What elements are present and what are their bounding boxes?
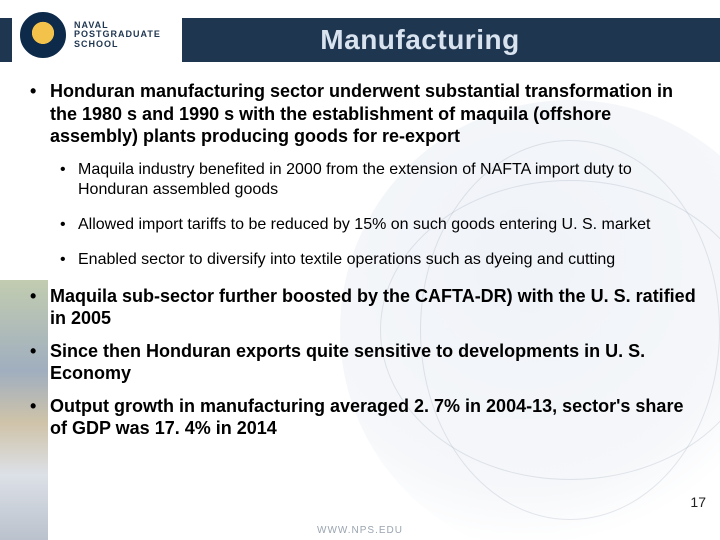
bullet-text: Since then Honduran exports quite sensit… [50, 341, 645, 384]
sub-bullet-text: Allowed import tariffs to be reduced by … [78, 216, 650, 233]
nps-logo-text: NAVAL POSTGRADUATE SCHOOL [74, 21, 161, 49]
bullet-item: Honduran manufacturing sector underwent … [20, 80, 700, 271]
bullet-list: Honduran manufacturing sector underwent … [20, 80, 700, 440]
sub-bullet-item: Maquila industry benefited in 2000 from … [50, 160, 700, 202]
content-area: Honduran manufacturing sector underwent … [20, 80, 700, 450]
nps-crest-icon [20, 12, 66, 58]
nps-logo: NAVAL POSTGRADUATE SCHOOL [12, 6, 182, 64]
bullet-text: Output growth in manufacturing averaged … [50, 396, 683, 439]
sub-bullet-list: Maquila industry benefited in 2000 from … [50, 160, 700, 271]
bullet-item: Maquila sub-sector further boosted by th… [20, 285, 700, 330]
footer-url: WWW.NPS.EDU [0, 525, 720, 536]
sub-bullet-text: Maquila industry benefited in 2000 from … [78, 161, 632, 199]
page-number: 17 [690, 494, 706, 510]
bullet-text: Maquila sub-sector further boosted by th… [50, 286, 696, 329]
bullet-item: Since then Honduran exports quite sensit… [20, 340, 700, 385]
sub-bullet-text: Enabled sector to diversify into textile… [78, 251, 615, 268]
bullet-text: Honduran manufacturing sector underwent … [50, 81, 673, 146]
logo-line-3: SCHOOL [74, 40, 161, 49]
sub-bullet-item: Enabled sector to diversify into textile… [50, 250, 700, 271]
sub-bullet-item: Allowed import tariffs to be reduced by … [50, 215, 700, 236]
bullet-item: Output growth in manufacturing averaged … [20, 395, 700, 440]
slide: Manufacturing NAVAL POSTGRADUATE SCHOOL … [0, 0, 720, 540]
